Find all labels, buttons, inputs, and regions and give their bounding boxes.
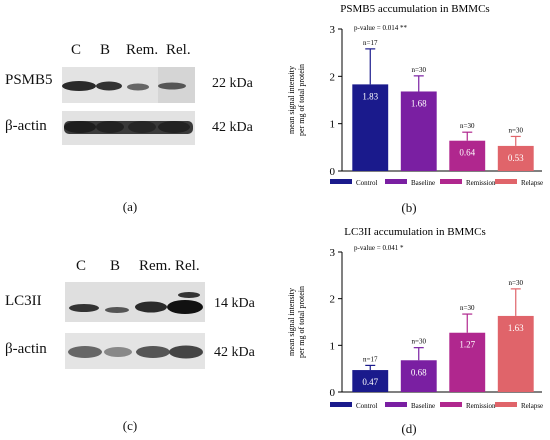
n-label: n=30 bbox=[509, 279, 524, 287]
value-label: 0.47 bbox=[362, 377, 378, 387]
protein-label-lc3ii: LC3II bbox=[5, 293, 42, 309]
lane-label-b: B bbox=[100, 42, 111, 58]
bar-relapse bbox=[497, 315, 534, 392]
legend-label-relapse: Relapse bbox=[521, 179, 543, 187]
lane-label-b: B bbox=[110, 258, 121, 274]
legend-swatch-baseline bbox=[385, 402, 407, 407]
n-label: n=30 bbox=[412, 338, 427, 346]
y-tick-label: 0 bbox=[330, 166, 336, 178]
kda-label-psmb5: 22 kDa bbox=[212, 76, 253, 91]
n-label: n=17 bbox=[363, 39, 378, 47]
y-tick-label: 1 bbox=[330, 340, 336, 352]
n-label: n=30 bbox=[412, 66, 427, 74]
bar-baseline bbox=[400, 360, 437, 392]
value-label: 0.68 bbox=[411, 367, 427, 377]
legend-label-remission: Remission bbox=[466, 402, 496, 410]
kda-label-lc3ii: 14 kDa bbox=[214, 296, 255, 311]
y-axis-label: mean signal intensity bbox=[287, 288, 296, 356]
chart-title: PSMB5 accumulation in BMMCs bbox=[340, 3, 489, 15]
p-value-annotation: p-value = 0.014 ** bbox=[354, 24, 407, 32]
y-tick-label: 0 bbox=[330, 387, 336, 399]
blot-image-beta-actin-c bbox=[65, 333, 205, 369]
n-label: n=30 bbox=[460, 122, 475, 130]
bar-remission bbox=[449, 140, 486, 171]
lane-label-rel: Rel. bbox=[166, 42, 191, 58]
legend-swatch-baseline bbox=[385, 179, 407, 184]
legend-label-control: Control bbox=[356, 179, 377, 187]
panel-letter-a: (a) bbox=[122, 199, 138, 214]
y-tick-label: 3 bbox=[330, 24, 336, 36]
protein-label-beta-actin-a: β-actin bbox=[5, 118, 47, 134]
legend-label-control: Control bbox=[356, 402, 377, 410]
lane-label-rel: Rel. bbox=[175, 258, 200, 274]
bar-control bbox=[352, 84, 389, 171]
legend-label-remission: Remission bbox=[466, 179, 496, 187]
legend-swatch-control bbox=[330, 402, 352, 407]
lane-label-c: C bbox=[76, 258, 87, 274]
legend-label-relapse: Relapse bbox=[521, 402, 543, 410]
bar-baseline bbox=[400, 91, 437, 171]
lane-label-rem: Rem. bbox=[139, 258, 172, 274]
legend-swatch-remission bbox=[440, 402, 462, 407]
panel-letter-b: (b) bbox=[401, 200, 417, 215]
value-label: 0.64 bbox=[459, 148, 475, 158]
lane-label-rem: Rem. bbox=[126, 42, 159, 58]
bar-chart-lc3ii: LC3II accumulation in BMMCs p-value = 0.0… bbox=[287, 226, 543, 410]
protein-label-beta-actin-c: β-actin bbox=[5, 341, 47, 357]
y-axis-label: mean signal intensity bbox=[287, 66, 296, 134]
bar-chart-psmb5: PSMB5 accumulation in BMMCs p-value = 0.0… bbox=[287, 3, 543, 187]
blot-image-psmb5 bbox=[62, 67, 195, 103]
bar-control bbox=[352, 370, 389, 392]
legend-label-baseline: Baseline bbox=[411, 179, 435, 187]
value-label: 0.53 bbox=[508, 153, 524, 163]
y-axis-label: per mg of total protein bbox=[297, 286, 306, 358]
lane-label-c: C bbox=[71, 42, 82, 58]
chart-title: LC3II accumulation in BMMCs bbox=[344, 226, 485, 238]
bar-relapse bbox=[497, 145, 534, 171]
value-label: 1.83 bbox=[362, 91, 378, 101]
value-label: 1.27 bbox=[459, 340, 475, 350]
n-label: n=17 bbox=[363, 355, 378, 363]
kda-label-beta-actin-a: 42 kDa bbox=[212, 120, 253, 135]
panel-letter-d: (d) bbox=[401, 421, 417, 436]
kda-label-beta-actin-c: 42 kDa bbox=[214, 345, 255, 360]
protein-label-psmb5: PSMB5 bbox=[5, 72, 53, 88]
p-value-annotation: p-value = 0.041 * bbox=[354, 244, 404, 252]
y-axis-label: per mg of total protein bbox=[297, 64, 306, 136]
legend-swatch-control bbox=[330, 179, 352, 184]
n-label: n=30 bbox=[509, 126, 524, 134]
value-label: 1.68 bbox=[411, 98, 427, 108]
blot-panel-a: C B Rem. Rel. PSMB5 22 kDa β-actin 42 kD… bbox=[0, 0, 270, 215]
blot-panel-c: C B Rem. Rel. LC3II 14 kDa β-actin 42 kD… bbox=[0, 225, 270, 440]
n-label: n=30 bbox=[460, 304, 475, 312]
value-label: 1.63 bbox=[508, 323, 524, 333]
legend-swatch-relapse bbox=[495, 402, 517, 407]
y-tick-label: 3 bbox=[330, 247, 336, 259]
blot-image-beta-actin-a bbox=[62, 111, 195, 145]
bar-remission bbox=[449, 332, 486, 392]
legend-swatch-remission bbox=[440, 179, 462, 184]
y-tick-label: 1 bbox=[330, 119, 336, 131]
y-tick-label: 2 bbox=[330, 294, 336, 306]
y-tick-label: 2 bbox=[330, 71, 336, 83]
blot-image-lc3ii bbox=[65, 282, 205, 322]
panel-letter-c: (c) bbox=[122, 418, 138, 433]
legend-label-baseline: Baseline bbox=[411, 402, 435, 410]
legend-swatch-relapse bbox=[495, 179, 517, 184]
